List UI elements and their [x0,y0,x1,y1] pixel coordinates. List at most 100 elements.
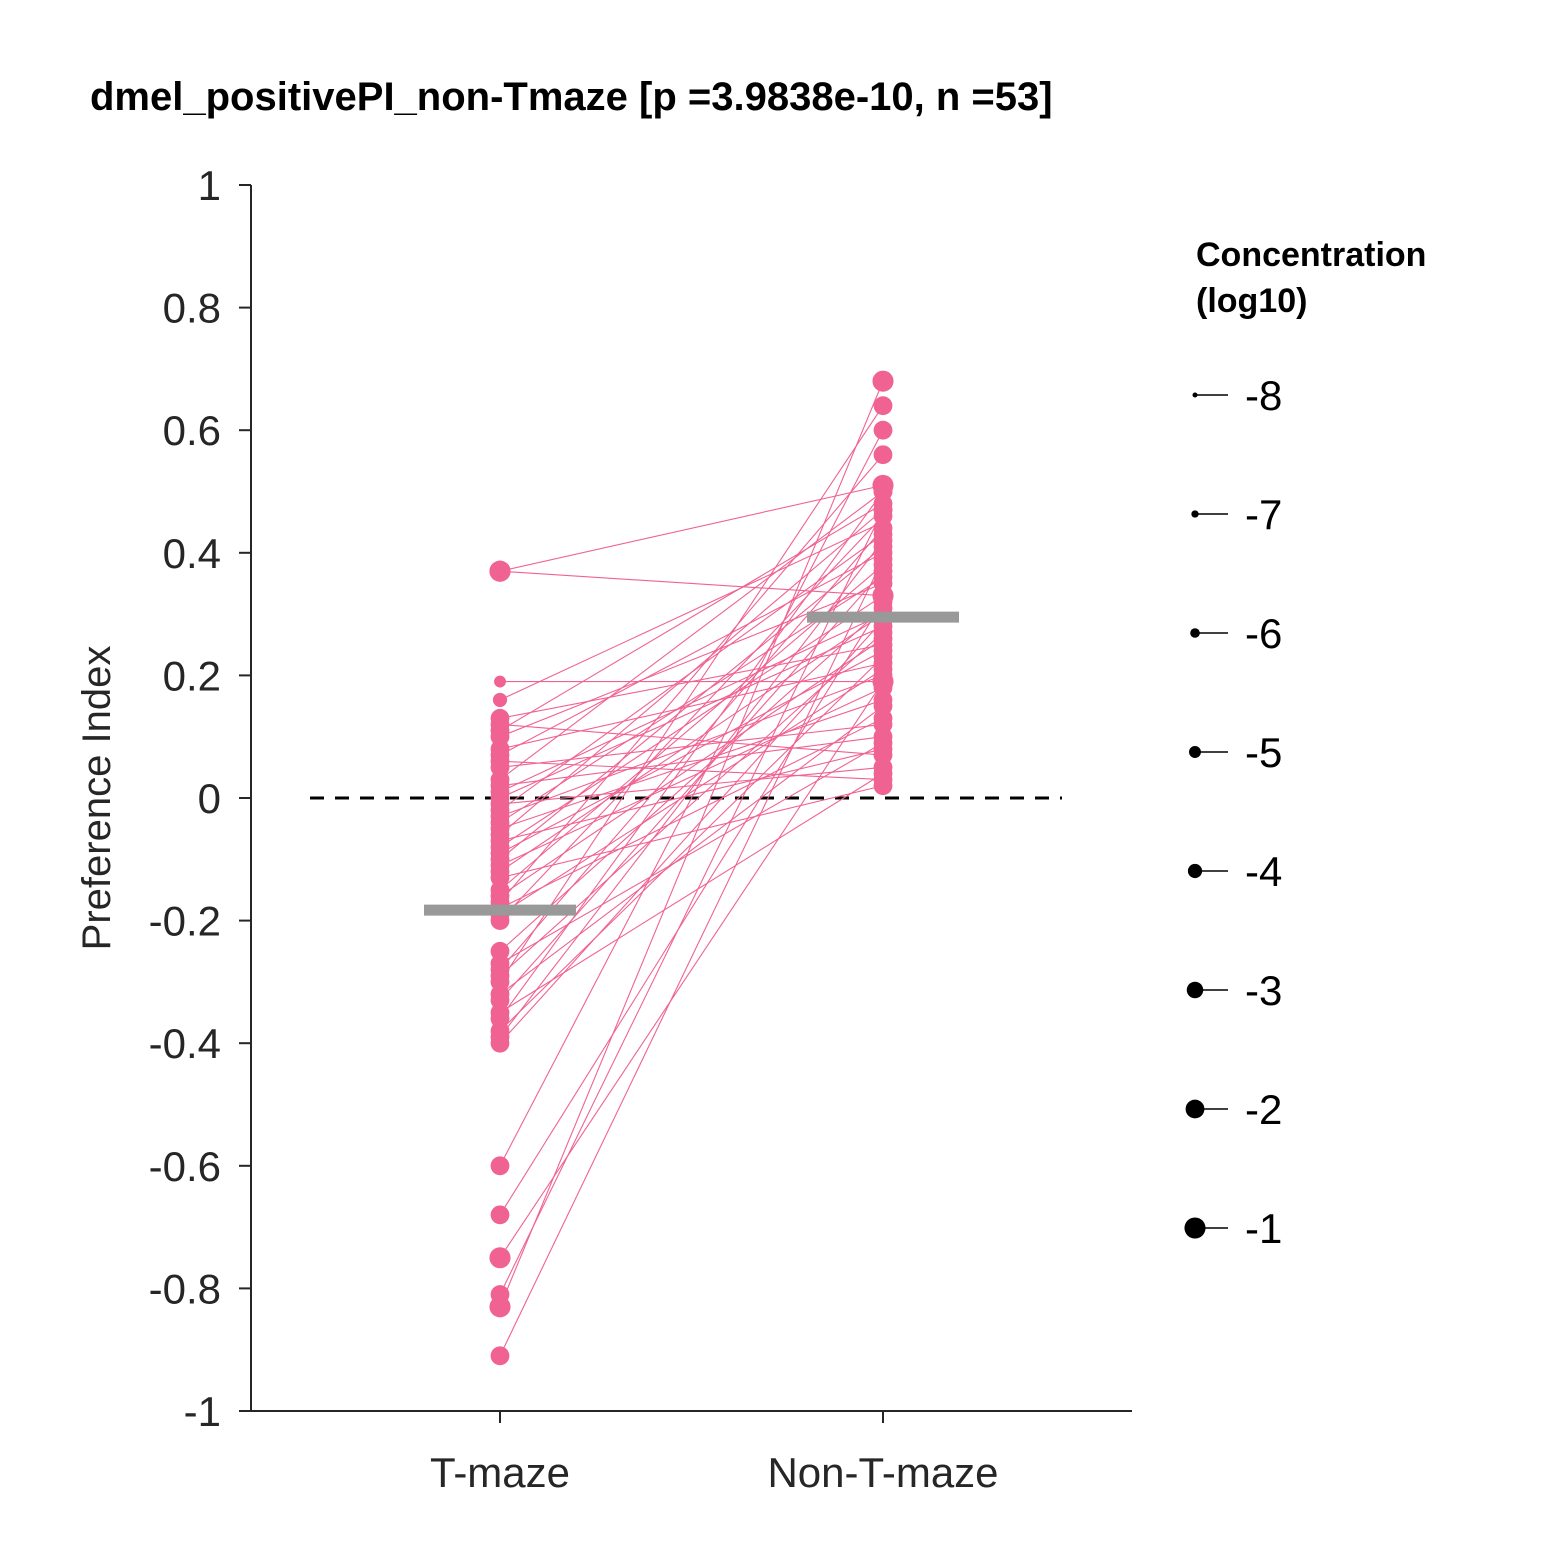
pair-line [499,484,884,572]
chart-title: dmel_positivePI_non-Tmaze [p =3.9838e-10… [90,75,1053,119]
pair-line [499,717,884,909]
legend-marker [1187,863,1203,879]
y-tick-label: 1 [198,162,221,209]
pair-line [499,570,884,1001]
pair-line [499,705,884,995]
pair-line [499,625,884,799]
pair-line [499,742,884,964]
y-tick-label: -0.6 [149,1143,221,1190]
pair-line [499,681,884,1259]
legend-label: -4 [1245,848,1282,895]
y-tick-label: 0 [198,775,221,822]
point-non-tmaze [873,531,893,550]
point-non-tmaze [873,764,893,783]
point-non-tmaze [873,500,893,520]
pair-line [499,405,884,983]
pair-line [499,736,884,787]
point-non-tmaze [873,482,893,501]
pair-line [499,546,884,860]
x-tick-label: T-maze [430,1449,570,1496]
pair-line [499,601,884,1216]
point-non-tmaze [873,733,893,753]
pair-line [499,595,884,848]
pair-line [499,558,884,1357]
y-tick-label: 0.8 [163,285,221,332]
x-tick-label: Non-T-maze [767,1449,998,1496]
legend-label: -3 [1245,967,1282,1014]
point-tmaze [490,1346,510,1366]
legend-title: Concentration [1196,236,1426,274]
pair-line [499,650,884,854]
point-non-tmaze [872,670,894,693]
legend-marker [1190,628,1200,638]
legend-marker [1191,510,1199,518]
point-non-tmaze [872,370,894,392]
pair-line [499,540,884,1038]
y-tick-label: -0.4 [149,1020,221,1067]
pair-line [499,527,884,971]
pair-line [499,662,884,750]
y-tick-label: -0.8 [149,1265,221,1312]
pair-line [499,380,884,1308]
pair-line [499,582,884,738]
pair-line [499,748,884,842]
pair-line [499,509,884,836]
pair-line [499,491,884,1020]
legend: Concentration (log10) -8 -7 -6 -5 -4 -3 -2 -1 [1184,236,1426,1252]
legend-label: -8 [1245,372,1282,419]
pair-line [499,570,884,597]
pair-line [499,668,884,915]
pair-line [499,429,884,1167]
y-tick-label: 0.2 [163,652,221,699]
legend-marker [1192,392,1198,398]
pair-line [499,521,884,701]
y-tick-label: 0.4 [163,530,221,577]
legend-label: -6 [1245,610,1282,657]
y-tick-label: -0.2 [149,898,221,945]
legend-label: -7 [1245,491,1282,538]
point-tmaze [490,911,510,930]
pair-line [499,552,884,756]
point-tmaze [494,675,506,688]
pair-lines [499,380,884,1357]
point-non-tmaze [873,420,893,440]
point-tmaze [489,560,511,582]
pair-line [499,503,884,732]
point-non-tmaze [873,549,893,569]
pair-line [499,674,884,817]
point-tmaze [492,692,508,708]
y-tick-label: 0.6 [163,407,221,454]
pair-line [499,723,884,756]
point-tmaze [490,1033,510,1053]
point-non-tmaze [873,647,893,667]
legend-label: -2 [1245,1086,1282,1133]
point-non-tmaze [873,696,893,716]
point-tmaze [489,1247,511,1269]
pair-line [499,509,884,1295]
pair-line [499,607,884,952]
point-non-tmaze [873,592,893,612]
legend-label: -1 [1245,1205,1282,1252]
legend-marker [1185,1099,1205,1119]
pair-line [499,613,884,873]
point-tmaze [490,1156,510,1176]
pair-line [499,491,884,781]
axes: 1 0.8 0.6 0.4 0.2 0 -0.2 -0.4 -0.6 -0.8 -1 T-maze No… [149,162,1132,1496]
pair-line [499,619,884,1044]
pair-line [499,454,884,903]
legend-marker [1184,1217,1206,1239]
legend-label: -5 [1245,729,1282,776]
point-non-tmaze [873,445,893,465]
legend-marker [1186,981,1204,999]
point-tmaze [490,1205,510,1225]
legend-title: (log10) [1196,282,1307,320]
mean-bars [424,611,959,916]
pair-line [499,632,884,977]
point-tmaze [489,1296,511,1318]
pair-line [499,515,884,921]
legend-marker [1189,746,1201,758]
y-axis-label: Preference Index [75,646,119,951]
data-points [489,370,894,1366]
y-tick-label: -1 [184,1388,221,1435]
